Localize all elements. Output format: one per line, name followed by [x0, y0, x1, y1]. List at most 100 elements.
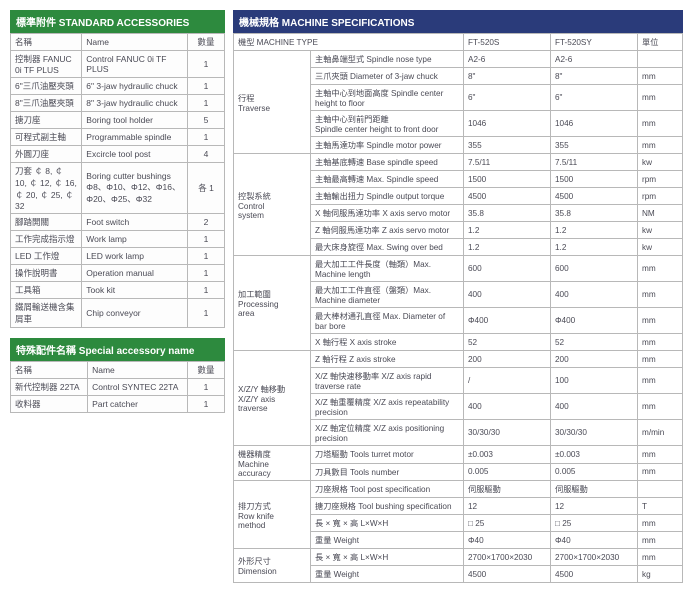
spec-group-label: 機器精度 Machine accuracy — [234, 446, 311, 481]
spec-val-1: 6" — [464, 85, 551, 111]
spec-val-1: Φ400 — [464, 308, 551, 334]
cell-qty: 1 — [188, 299, 225, 328]
cell-qty: 1 — [188, 282, 225, 299]
cell-en: Chip conveyor — [82, 299, 188, 328]
spec-unit: mm — [638, 137, 683, 154]
spec-name: 主軸最高轉速 Max. Spindle speed — [311, 171, 464, 188]
spec-val-1: 0.005 — [464, 463, 551, 481]
spec-unit: mm — [638, 334, 683, 351]
cell-qty: 1 — [188, 78, 225, 95]
spec-name: 長 × 寬 × 高 L×W×H — [311, 515, 464, 532]
cell-qty: 1 — [188, 231, 225, 248]
spec-val-2: 4500 — [551, 566, 638, 583]
spec-name: X/Z 軸快速移動率 X/Z axis rapid traverse rate — [311, 368, 464, 394]
cell-zh: 8"三爪油壓夾頭 — [11, 95, 82, 112]
spec-val-1: Φ40 — [464, 532, 551, 549]
spec-name: 最大加工工件直徑（盤類）Max. Machine diameter — [311, 282, 464, 308]
spec-unit: mm — [638, 532, 683, 549]
spec-name: 主軸鼻端型式 Spindle nose type — [311, 51, 464, 68]
spec-val-2: 1500 — [551, 171, 638, 188]
spec-unit: mm — [638, 463, 683, 481]
cell-zh: 刀套 ￠ 8, ￠ 10, ￠ 12, ￠ 16, ￠ 20, ￠ 25, ￠ … — [11, 163, 82, 214]
spec-unit: mm — [638, 85, 683, 111]
spec-val-2: 0.005 — [551, 463, 638, 481]
col-qty: 數量 — [188, 34, 225, 51]
spec-val-2: 1046 — [551, 111, 638, 137]
spec-val-1: 2700×1700×2030 — [464, 549, 551, 566]
spec-val-2: 35.8 — [551, 205, 638, 222]
spec-unit — [638, 51, 683, 68]
spec-unit: mm — [638, 111, 683, 137]
spec-name: X 軸行程 X axis stroke — [311, 334, 464, 351]
col-name-zh: 名稱 — [11, 362, 88, 379]
cell-qty: 2 — [188, 214, 225, 231]
cell-en: Work lamp — [82, 231, 188, 248]
spec-val-1: 200 — [464, 351, 551, 368]
table-row: 腳踏開關Foot switch2 — [11, 214, 225, 231]
spec-unit-head: 單位 — [638, 34, 683, 51]
spec-unit — [638, 481, 683, 498]
cell-en: Control SYNTEC 22TA — [88, 379, 188, 396]
table-row: 鐵屑輸送機含集屑車Chip conveyor1 — [11, 299, 225, 328]
spec-val-1: 1500 — [464, 171, 551, 188]
spec-name: X 軸伺服馬達功率 X axis servo motor — [311, 205, 464, 222]
spec-val-2: 400 — [551, 282, 638, 308]
table-row: 機器精度 Machine accuracy刀塔驅動 Tools turret m… — [234, 446, 683, 464]
table-row: 新代控制器 22TAControl SYNTEC 22TA1 — [11, 379, 225, 396]
spec-val-2: Φ400 — [551, 308, 638, 334]
cell-zh: 外圓刀座 — [11, 146, 82, 163]
spec-val-2: 伺服驅動 — [551, 481, 638, 498]
spec-val-2: 2700×1700×2030 — [551, 549, 638, 566]
spec-group-label: 外形尺寸 Dimension — [234, 549, 311, 583]
table-row: 外圓刀座Excircle tool post4 — [11, 146, 225, 163]
spec-val-2: □ 25 — [551, 515, 638, 532]
accessories-header: 標準附件 STANDARD ACCESSORIES — [10, 10, 225, 33]
spec-val-1: □ 25 — [464, 515, 551, 532]
table-row: 刀套 ￠ 8, ￠ 10, ￠ 12, ￠ 16, ￠ 20, ￠ 25, ￠ … — [11, 163, 225, 214]
spec-val-1: 8" — [464, 68, 551, 85]
cell-qty: 1 — [188, 265, 225, 282]
spec-group-label: 行程 Traverse — [234, 51, 311, 154]
spec-val-2: 1.2 — [551, 222, 638, 239]
cell-qty: 1 — [188, 379, 225, 396]
cell-qty: 4 — [188, 146, 225, 163]
spec-name: 主軸中心到地面高度 Spindle center height to floor — [311, 85, 464, 111]
cell-zh: 可程式副主軸 — [11, 129, 82, 146]
spec-val-2: 30/30/30 — [551, 420, 638, 446]
spec-unit: mm — [638, 68, 683, 85]
table-row: 加工範圍 Processing area最大加工工件長度（軸類）Max. Mac… — [234, 256, 683, 282]
spec-val-1: 4500 — [464, 188, 551, 205]
cell-qty: 1 — [188, 396, 225, 413]
cell-en: 6" 3-jaw hydraulic chuck — [82, 78, 188, 95]
spec-unit: rpm — [638, 188, 683, 205]
spec-val-2: 200 — [551, 351, 638, 368]
cell-en: 8" 3-jaw hydraulic chuck — [82, 95, 188, 112]
spec-unit: m/min — [638, 420, 683, 446]
spec-unit: NM — [638, 205, 683, 222]
table-row: 8"三爪油壓夾頭8" 3-jaw hydraulic chuck1 — [11, 95, 225, 112]
spec-val-1: ±0.003 — [464, 446, 551, 464]
cell-qty: 5 — [188, 112, 225, 129]
table-row: 搪刀座Boring tool holder5 — [11, 112, 225, 129]
spec-unit: mm — [638, 515, 683, 532]
spec-val-1: 52 — [464, 334, 551, 351]
spec-val-2: Φ40 — [551, 532, 638, 549]
spec-name: 主軸基底轉速 Base spindle speed — [311, 154, 464, 171]
spec-type-head: 機型 MACHINE TYPE — [234, 34, 464, 51]
spec-val-1: / — [464, 368, 551, 394]
spec-val-1: 4500 — [464, 566, 551, 583]
spec-name: 最大棒材通孔直徑 Max. Diameter of bar bore — [311, 308, 464, 334]
table-row: 行程 Traverse主軸鼻端型式 Spindle nose typeA2-6A… — [234, 51, 683, 68]
spec-unit: kw — [638, 239, 683, 256]
cell-zh: 6"三爪油壓夾頭 — [11, 78, 82, 95]
col-name-en: Name — [82, 34, 188, 51]
cell-qty: 1 — [188, 129, 225, 146]
cell-qty: 1 — [188, 248, 225, 265]
spec-unit: rpm — [638, 171, 683, 188]
spec-val-2: 355 — [551, 137, 638, 154]
spec-unit: mm — [638, 308, 683, 334]
cell-zh: 腳踏開關 — [11, 214, 82, 231]
spec-val-1: 355 — [464, 137, 551, 154]
spec-model-2: FT-520SY — [551, 34, 638, 51]
spec-val-1: 1.2 — [464, 222, 551, 239]
